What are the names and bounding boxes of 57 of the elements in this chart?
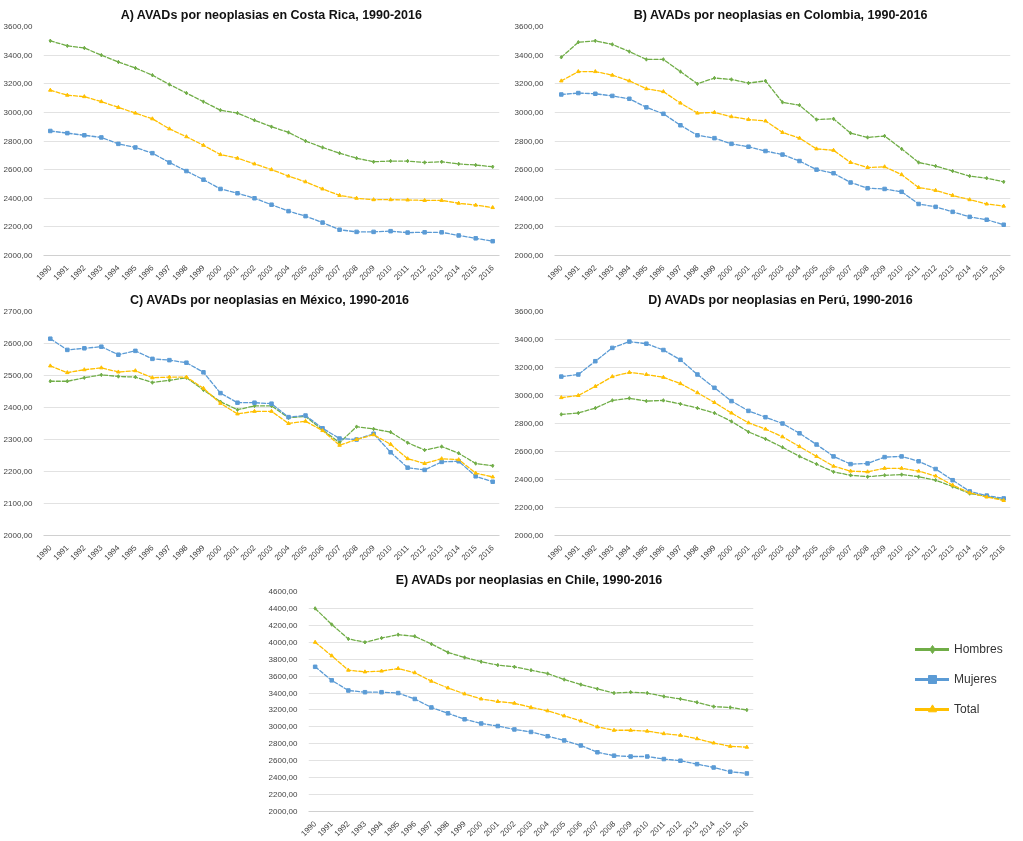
- y-tick-label: 4000,00: [268, 637, 299, 647]
- y-tick-label: 3600,00: [514, 307, 545, 316]
- y-tick-label: 4400,00: [268, 603, 299, 613]
- y-tick-label: 3200,00: [3, 79, 34, 89]
- y-tick-label: 2000,00: [3, 531, 34, 540]
- y-tick-label: 3600,00: [514, 22, 545, 31]
- y-tick-label: 2200,00: [514, 503, 545, 512]
- legend-label: Mujeres: [954, 672, 997, 686]
- chart-title: B) AVADs por neoplasias en Colombia, 1990-2016: [633, 7, 928, 22]
- y-tick-label: 3000,00: [3, 107, 34, 117]
- y-tick-label: 2400,00: [514, 475, 545, 484]
- y-tick-label: 2200,00: [268, 790, 299, 800]
- y-tick-label: 2400,00: [3, 403, 34, 412]
- y-tick-label: 2000,00: [268, 807, 299, 816]
- chart-title: C) AVADs por neoplasias en México, 1990-2016: [130, 292, 410, 307]
- y-tick-label: 3200,00: [268, 705, 299, 715]
- y-tick-label: 2400,00: [514, 193, 545, 203]
- y-tick-label: 3600,00: [268, 671, 299, 681]
- y-tick-label: 2400,00: [268, 773, 299, 783]
- legend-label: Total: [954, 702, 980, 716]
- y-tick-label: 3400,00: [3, 50, 34, 60]
- y-tick-label: 3200,00: [514, 363, 545, 372]
- y-tick-label: 2600,00: [514, 447, 545, 456]
- y-tick-label: 2800,00: [3, 136, 34, 146]
- y-tick-label: 2800,00: [268, 739, 299, 749]
- y-tick-label: 3400,00: [514, 50, 545, 60]
- y-tick-label: 3000,00: [514, 391, 545, 400]
- y-tick-label: 3000,00: [514, 107, 545, 117]
- y-tick-label: 2600,00: [3, 165, 34, 175]
- y-tick-label: 4200,00: [268, 620, 299, 630]
- y-tick-label: 2700,00: [3, 307, 34, 316]
- y-tick-label: 2800,00: [514, 419, 545, 428]
- y-tick-label: 2300,00: [3, 435, 34, 444]
- y-tick-label: 2000,00: [3, 251, 34, 260]
- y-tick-label: 2000,00: [514, 531, 545, 540]
- y-tick-label: 3200,00: [514, 79, 545, 89]
- chart-title: D) AVADs por neoplasias en Perú, 1990-2016: [648, 292, 913, 307]
- y-tick-label: 3000,00: [268, 722, 299, 732]
- y-tick-label: 2600,00: [268, 756, 299, 766]
- y-tick-label: 2200,00: [3, 467, 34, 476]
- y-tick-label: 2600,00: [514, 165, 545, 175]
- y-tick-label: 2000,00: [514, 251, 545, 260]
- y-tick-label: 2400,00: [3, 193, 34, 203]
- y-tick-label: 2800,00: [514, 136, 545, 146]
- chart-title: A) AVADs por neoplasias en Costa Rica, 1990-2016: [120, 7, 422, 22]
- y-tick-label: 2200,00: [3, 222, 34, 232]
- y-tick-label: 2200,00: [514, 222, 545, 232]
- y-tick-label: 3600,00: [3, 22, 34, 31]
- y-tick-label: 3400,00: [514, 335, 545, 344]
- y-tick-label: 2100,00: [3, 499, 34, 508]
- y-tick-label: 3800,00: [268, 654, 299, 664]
- y-tick-label: 3400,00: [268, 688, 299, 698]
- legend-label: Hombres: [954, 642, 1003, 656]
- chart-title: E) AVADs por neoplasias en Chile, 1990-2016: [395, 572, 663, 587]
- y-tick-label: 2500,00: [3, 371, 34, 380]
- y-tick-label: 2600,00: [3, 339, 34, 348]
- y-tick-label: 4600,00: [268, 587, 299, 596]
